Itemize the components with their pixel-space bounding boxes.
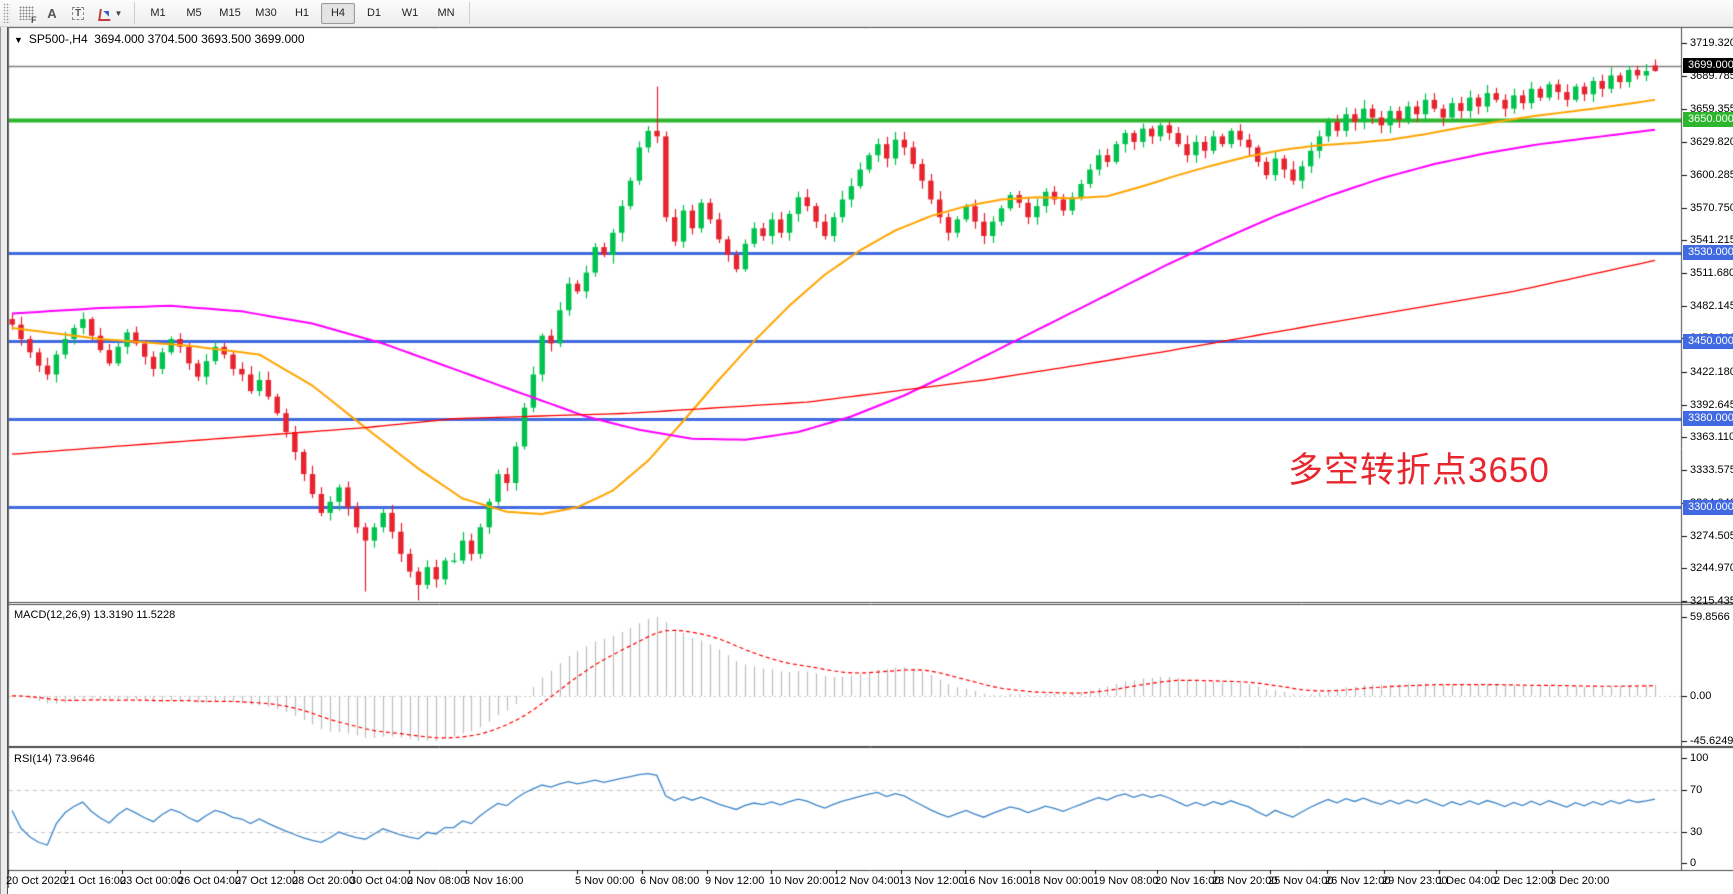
macd-tick-label: 59.8566: [1690, 611, 1730, 623]
time-tick-label: 30 Oct 04:00: [350, 875, 413, 887]
timeframe-mn[interactable]: MN: [437, 6, 455, 19]
time-tick-label: 3 Nov 16:00: [464, 875, 524, 887]
price-tick-label: 3541.215: [1690, 234, 1733, 247]
chart-title-caret-icon[interactable]: ▼: [14, 35, 23, 45]
timeframe-w1[interactable]: W1: [401, 6, 419, 19]
price-tick-label: 3629.820: [1690, 136, 1733, 149]
time-tick-label: 2 Nov 08:00: [407, 875, 467, 887]
timeframe-m1[interactable]: M1: [150, 6, 166, 19]
macd-tick-label: -45.6249: [1690, 735, 1733, 747]
toolbar-separator: [134, 2, 135, 24]
time-tick-label: 23 Nov 20:00: [1212, 875, 1278, 887]
arrows-tool-button[interactable]: ▼: [92, 2, 128, 24]
time-tick-label: 28 Oct 20:00: [292, 875, 355, 887]
grid-dots-icon: F: [18, 6, 37, 25]
chart-title[interactable]: ▼ SP500-,H4 3694.000 3704.500 3693.500 36…: [14, 32, 305, 46]
time-tick-label: 13 Nov 12:00: [899, 875, 965, 887]
chart-ohlc-values: 3694.000 3704.500 3693.500 3699.000: [94, 32, 305, 46]
time-tick-label: 29 Nov 23:00: [1382, 875, 1448, 887]
time-tick-label: 18 Nov 00:00: [1028, 875, 1094, 887]
time-tick-label: 19 Nov 08:00: [1093, 875, 1159, 887]
price-tick-label: 3570.750: [1690, 201, 1733, 214]
price-tick-label: 3215.435: [1690, 595, 1733, 607]
price-level-badge: 3300.000: [1683, 499, 1733, 515]
toolbar: F A T ▼ M1 M5 M15 M30 H1 H4 D1 W1 MN: [0, 0, 1733, 27]
rsi-label: RSI(14) 73.9646: [14, 753, 95, 765]
time-tick-label: 21 Oct 16:00: [63, 875, 126, 887]
rsi-tick-label: 0: [1690, 857, 1697, 869]
toolbar-separator-2: [469, 2, 470, 24]
timeframe-m5[interactable]: M5: [186, 6, 202, 19]
window-left-edge: [0, 27, 8, 894]
price-tick-label: 3719.320: [1690, 37, 1733, 49]
arrows-icon: [98, 7, 113, 20]
time-tick-label: 3 Dec 20:00: [1550, 875, 1610, 887]
timeframe-m30[interactable]: M30: [255, 6, 277, 19]
price-level-badge: 3530.000: [1683, 245, 1733, 261]
time-tick-label: 23 Oct 00:00: [120, 875, 183, 887]
time-tick-label: 26 Nov 12:00: [1325, 875, 1391, 887]
timeframe-h1[interactable]: H1: [294, 6, 310, 19]
timeframe-m15[interactable]: M15: [219, 6, 241, 19]
rsi-tick-label: 70: [1690, 783, 1703, 796]
time-tick-label: 27 Oct 12:00: [235, 875, 298, 887]
grid-f-label: F: [31, 15, 37, 25]
price-tick-label: 3600.285: [1690, 168, 1733, 181]
timeframe-h4[interactable]: H4: [321, 2, 355, 24]
time-tick-label: 10 Nov 20:00: [769, 875, 835, 887]
toolbar-grip[interactable]: [3, 3, 10, 23]
price-tick-label: 3392.645: [1690, 398, 1733, 411]
time-tick-label: 9 Nov 12:00: [705, 875, 765, 887]
price-level-badge: 3650.000: [1683, 112, 1733, 128]
textbox-tool-icon[interactable]: T: [66, 2, 90, 24]
text-annotation-icon[interactable]: A: [40, 2, 64, 24]
rsi-tick-label: 30: [1690, 825, 1703, 838]
time-tick-label: 26 Oct 04:00: [178, 875, 241, 887]
time-tick-label: 20 Oct 2020: [6, 875, 66, 887]
price-tick-label: 3511.680: [1690, 266, 1733, 279]
letter-a-icon: A: [47, 5, 57, 21]
rsi-tick-label: 100: [1690, 752, 1709, 764]
arrows-dropdown-caret-icon[interactable]: ▼: [114, 8, 123, 18]
letter-t-icon: T: [71, 6, 85, 20]
price-tick-label: 3363.110: [1690, 431, 1733, 444]
chart-symbol-period: SP500-,H4: [28, 32, 88, 46]
time-tick-label: 1 Dec 04:00: [1437, 875, 1497, 887]
macd-label: MACD(12,26,9) 13.3190 11.5228: [14, 609, 176, 621]
price-tick-label: 3422.180: [1690, 366, 1733, 379]
time-tick-label: 25 Nov 04:00: [1268, 875, 1334, 887]
time-tick-label: 2 Dec 12:00: [1494, 875, 1554, 887]
time-tick-label: 20 Nov 16:00: [1155, 875, 1221, 887]
macd-tick-label: 0.00: [1690, 689, 1712, 702]
price-tick-label: 3274.505: [1690, 529, 1733, 542]
time-tick-label: 5 Nov 00:00: [575, 875, 635, 887]
price-tick-label: 3482.145: [1690, 299, 1733, 312]
price-level-badge: 3699.000: [1683, 58, 1733, 73]
price-tick-label: 3244.970: [1690, 562, 1733, 575]
price-tick-label: 3333.575: [1690, 464, 1733, 477]
time-tick-label: 16 Nov 16:00: [963, 875, 1029, 887]
time-tick-label: 12 Nov 04:00: [834, 875, 900, 887]
price-level-badge: 3380.000: [1683, 411, 1733, 427]
price-level-badge: 3450.000: [1683, 333, 1733, 349]
dotted-grid-f-icon[interactable]: F: [14, 2, 38, 25]
timeframe-group: M1 M5 M15 M30 H1 H4 D1 W1 MN: [140, 2, 464, 24]
timeframe-d1[interactable]: D1: [366, 6, 382, 19]
chart-text-annotation[interactable]: 多空转折点3650: [1288, 451, 1550, 490]
time-tick-label: 6 Nov 08:00: [640, 875, 700, 887]
